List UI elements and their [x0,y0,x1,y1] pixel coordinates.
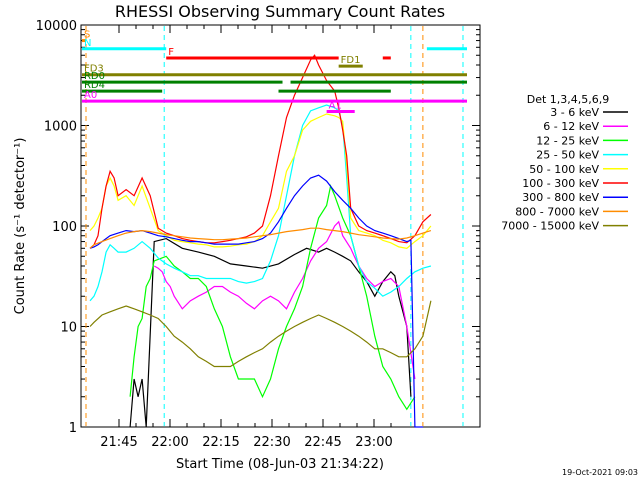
state-bar-label: A0 [84,90,97,101]
legend-entry-label: 800 - 7000 keV [515,205,599,218]
state-bar-label: RD4 [84,80,105,91]
state-change-lines [85,26,464,426]
series-lines [89,54,432,428]
state-bar-label: FD1 [341,55,361,66]
legend-entry-label: 100 - 300 keV [522,177,599,190]
y-axis-label: Count Rate (s⁻¹ detector⁻¹) [13,138,28,315]
legend-entry-label: 7000 - 15000 keV [501,220,599,233]
x-tick-label: 23:00 [355,435,392,450]
x-tick-label: 22:15 [202,435,239,450]
x-axis-label: Start Time (08-Jun-03 21:34:22) [176,457,384,472]
legend-entry-label: 12 - 25 keV [536,134,599,147]
x-tick-label: 21:45 [100,435,137,450]
x-axis: 21:45 22:00 22:15 22:30 22:45 23:00 [100,25,393,450]
state-bar-label: S [84,30,90,41]
legend-entry-label: 6 - 12 keV [543,120,599,133]
legend-entry-label: 300 - 800 keV [522,191,599,204]
legend-entry-label: 25 - 50 keV [536,149,599,162]
y-tick-label: 1 [69,421,77,436]
x-tick-label: 22:00 [151,435,188,450]
y-tick-label: 10 [60,321,77,336]
y-axis: 1 10 100 1000 10000 [36,19,480,436]
state-bar-label: N [84,38,91,49]
series-line [153,220,416,380]
legend-entry-label: 50 - 100 keV [529,163,599,176]
y-tick-label: 100 [52,220,77,235]
y-tick-label: 1000 [44,120,77,135]
series-line [89,227,432,249]
state-bar-label: F [168,47,174,58]
x-tick-label: 22:30 [253,435,290,450]
series-line [89,54,432,249]
series-line [89,104,432,302]
series-line [89,300,432,368]
legend-entry-label: 3 - 6 keV [550,106,599,119]
y-tick-label: 10000 [36,19,77,34]
x-tick-label: 22:45 [304,435,341,450]
state-bar-label: RD0 [84,71,105,82]
series-line [129,237,412,428]
state-bar-label: A1 [329,100,342,111]
legend-title: Det 1,3,4,5,6,9 [527,93,610,106]
chart-title: RHESSI Observing Summary Count Rates [115,2,445,21]
series-line [129,183,416,411]
state-bar-label: FD3 [84,64,104,75]
timestamp: 19-Oct-2021 09:03 [562,468,638,477]
